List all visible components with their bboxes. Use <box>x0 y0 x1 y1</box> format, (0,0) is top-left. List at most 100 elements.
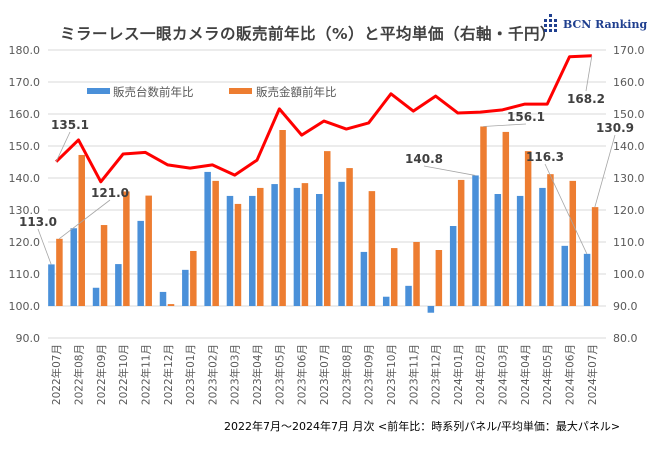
data-label-leader <box>58 199 111 240</box>
bar-units-yoy <box>226 195 234 306</box>
right-axis-tick-label: 110.0 <box>613 236 645 249</box>
x-axis-tick-label: 2023年11月 <box>407 344 420 405</box>
x-axis-tick-label: 2023年01月 <box>184 344 197 405</box>
bar-sales-yoy <box>368 191 376 306</box>
bar-units-yoy <box>427 306 435 313</box>
x-axis-tick-label: 2023年07月 <box>318 344 331 405</box>
chart-subtitle: 2022年7月〜2024年7月 月次 <前年比：時系列パネル/平均単価：最大パネ… <box>224 420 621 433</box>
data-label: 140.8 <box>405 152 443 166</box>
left-axis-tick-label: 130.0 <box>9 204 41 217</box>
x-axis-tick-label: 2023年03月 <box>229 344 242 405</box>
bar-sales-yoy <box>547 174 554 306</box>
logo-text: BCN Ranking <box>563 17 648 31</box>
x-axis-tick-label: 2022年10月 <box>117 344 130 405</box>
bar-units-yoy <box>561 245 569 306</box>
bar-sales-yoy <box>234 203 242 306</box>
x-axis-tick-label: 2023年08月 <box>340 344 353 405</box>
left-axis-tick-label: 110.0 <box>9 268 41 281</box>
bar-sales-yoy <box>413 242 420 306</box>
x-axis-tick-label: 2023年02月 <box>206 344 219 405</box>
bar-units-yoy <box>516 195 524 306</box>
x-axis-tick-label: 2023年09月 <box>363 344 376 405</box>
bar-sales-yoy <box>502 131 510 306</box>
left-axis-tick-label: 120.0 <box>9 236 41 249</box>
bar-sales-yoy <box>78 154 85 306</box>
right-axis-tick-label: 80.0 <box>613 332 638 345</box>
bar-units-yoy <box>159 291 167 306</box>
bar-units-yoy <box>338 181 345 306</box>
bcn-logo: BCN Ranking <box>543 14 647 34</box>
x-axis-tick-label: 2023年05月 <box>273 344 286 405</box>
x-axis-tick-label: 2024年02月 <box>474 344 487 405</box>
bar-sales-yoy <box>390 248 398 306</box>
x-axis-tick-label: 2024年04月 <box>519 344 532 405</box>
right-axis-tick-label: 140.0 <box>613 140 645 153</box>
bar-units-yoy <box>449 226 457 306</box>
bar-units-yoy <box>92 287 100 306</box>
right-axis-tick-label: 160.0 <box>613 76 645 89</box>
bar-units-yoy <box>494 194 502 306</box>
data-label-leader <box>594 134 616 208</box>
x-axis-tick-label: 2024年06月 <box>564 344 577 405</box>
right-axis-tick-label: 150.0 <box>613 108 645 121</box>
bar-sales-yoy <box>480 126 487 306</box>
data-label: 130.9 <box>596 121 634 135</box>
data-label-leader <box>37 228 52 265</box>
right-axis-tick-label: 130.0 <box>613 172 645 185</box>
data-label: 116.3 <box>526 150 564 164</box>
data-label-leader <box>55 131 71 162</box>
x-axis-tick-label: 2022年12月 <box>162 344 175 405</box>
logo-grid-icon <box>544 14 557 32</box>
left-axis-tick-label: 180.0 <box>9 44 41 57</box>
bar-units-yoy <box>539 187 546 306</box>
data-label-leader <box>423 165 476 176</box>
data-label-leader <box>585 55 593 92</box>
bar-units-yoy <box>115 264 122 306</box>
x-axis-tick-label: 2024年03月 <box>497 344 510 405</box>
bar-sales-yoy <box>435 250 443 306</box>
bar-sales-yoy <box>190 250 197 306</box>
bar-units-yoy <box>583 253 591 306</box>
x-axis-tick-label: 2024年07月 <box>586 344 599 405</box>
left-axis-tick-label: 90.0 <box>16 332 41 345</box>
data-label-leader <box>544 163 588 255</box>
bar-sales-yoy <box>324 151 331 306</box>
x-axis-tick-label: 2023年10月 <box>385 344 398 405</box>
x-axis-tick-label: 2024年01月 <box>452 344 465 405</box>
left-axis-tick-label: 100.0 <box>9 300 41 313</box>
bar-units-yoy <box>48 264 55 306</box>
bar-units-yoy <box>472 175 479 306</box>
bar-sales-yoy <box>145 195 152 306</box>
bar-sales-yoy <box>100 225 108 306</box>
right-axis-tick-label: 100.0 <box>613 268 645 281</box>
bar-units-yoy <box>293 187 301 306</box>
legend-swatch-units <box>87 88 110 94</box>
bar-units-yoy <box>360 251 368 306</box>
x-axis-tick-label: 2022年07月 <box>50 344 63 405</box>
x-axis-tick-label: 2023年04月 <box>251 344 264 405</box>
bar-sales-yoy <box>257 187 264 306</box>
bar-sales-yoy <box>457 179 465 306</box>
bar-sales-yoy <box>301 183 309 306</box>
bar-units-yoy <box>182 269 189 306</box>
bar-units-yoy <box>249 195 256 306</box>
bar-units-yoy <box>70 228 77 306</box>
x-axis-tick-label: 2023年12月 <box>430 344 443 405</box>
bar-sales-yoy <box>591 207 599 306</box>
bar-sales-yoy <box>279 130 286 306</box>
x-axis-tick-label: 2024年05月 <box>541 344 554 405</box>
bar-sales-yoy <box>212 180 219 306</box>
right-axis-tick-label: 170.0 <box>613 44 645 57</box>
right-axis-tick-label: 120.0 <box>613 204 645 217</box>
left-axis-tick-label: 170.0 <box>9 76 41 89</box>
left-axis-tick-label: 160.0 <box>9 108 41 121</box>
legend-swatch-sales <box>229 88 252 94</box>
legend-label-units: 販売台数前年比 <box>113 85 194 99</box>
bar-units-yoy <box>137 220 144 306</box>
left-axis-tick-label: 150.0 <box>9 140 41 153</box>
x-axis-tick-label: 2022年11月 <box>139 344 152 405</box>
bar-sales-yoy <box>524 151 532 306</box>
bar-sales-yoy <box>569 180 577 306</box>
